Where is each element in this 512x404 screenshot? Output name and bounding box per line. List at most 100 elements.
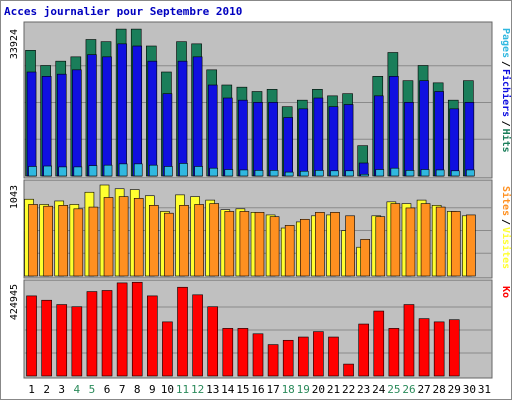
bar-ko-day-29 [448, 319, 460, 377]
bar-sites-day-18 [284, 225, 295, 277]
bar-sites-day-10 [164, 212, 174, 277]
x-tick-label-day-28: 28 [433, 383, 446, 396]
panel-middle-max-label: 1043 [9, 185, 20, 209]
bar-ko-day-11 [177, 286, 188, 377]
bar-fichiers-day-26 [404, 102, 414, 177]
x-tick-label-day-30: 30 [463, 383, 476, 396]
bar-fichiers-day-17 [268, 102, 278, 177]
bar-sites-day-21 [330, 212, 340, 277]
bar-sites-day-17 [269, 216, 280, 277]
panel-bottom-max-label: 424945 [9, 284, 20, 320]
x-tick-label-day-17: 17 [266, 383, 279, 396]
bar-ko-day-16 [252, 333, 264, 377]
bar-pages-day-9 [149, 164, 158, 177]
x-tick-label-day-12: 12 [191, 383, 204, 396]
legend-separator: / [500, 121, 511, 127]
bar-sites-day-9 [149, 205, 159, 277]
bar-fichiers-day-28 [434, 91, 444, 177]
bar-ko-day-8 [131, 281, 143, 377]
bar-sites-day-6 [103, 197, 114, 277]
bar-sites-day-15 [239, 211, 250, 277]
legend-fichiers: Fichiers [500, 69, 512, 117]
bar-sites-day-20 [315, 212, 325, 277]
bar-fichiers-day-19 [298, 108, 309, 177]
bar-sites-day-14 [224, 211, 235, 277]
bar-fichiers-day-20 [313, 97, 324, 177]
bar-pages-day-6 [103, 164, 113, 177]
bar-fichiers-day-6 [102, 56, 112, 177]
x-tick-label-day-23: 23 [357, 383, 370, 396]
bar-sites-day-24 [375, 216, 386, 277]
bar-sites-day-25 [390, 203, 401, 277]
bar-pages-day-7 [118, 163, 128, 177]
bar-pages-day-23 [360, 173, 369, 177]
bar-pages-day-11 [179, 163, 188, 177]
bar-ko-day-15 [237, 328, 249, 377]
bar-sites-day-8 [133, 198, 144, 277]
bar-fichiers-day-9 [147, 60, 158, 177]
bar-ko-day-10 [162, 321, 173, 377]
bar-ko-day-18 [282, 339, 294, 377]
x-tick-label-day-11: 11 [176, 383, 189, 396]
bar-fichiers-day-18 [283, 117, 293, 177]
x-tick-label-day-16: 16 [251, 383, 264, 396]
bar-fichiers-day-25 [389, 76, 399, 177]
bar-sites-day-16 [254, 212, 265, 277]
bar-ko-day-20 [313, 331, 324, 377]
x-tick-label-day-9: 9 [149, 383, 156, 396]
bar-pages-day-22 [345, 170, 354, 177]
bar-pages-day-24 [375, 169, 385, 177]
bar-pages-day-13 [209, 167, 219, 177]
panel-top-max-label: 33924 [9, 29, 20, 59]
x-tick-label-day-20: 20 [312, 383, 325, 396]
bar-pages-day-14 [224, 169, 234, 177]
bar-ko-day-27 [418, 318, 430, 377]
bar-ko-day-9 [147, 295, 158, 377]
panel-middle: 1043 Sites / Visites [9, 179, 512, 279]
bar-fichiers-day-24 [373, 95, 384, 177]
bar-fichiers-day-7 [117, 43, 127, 177]
x-tick-label-day-22: 22 [342, 383, 355, 396]
bar-sites-day-26 [405, 207, 416, 277]
bar-pages-day-29 [450, 170, 460, 177]
bar-pages-day-17 [269, 170, 279, 177]
bar-sites-day-12 [194, 204, 204, 277]
bar-pages-day-12 [194, 166, 203, 177]
bar-sites-day-28 [435, 206, 446, 277]
bar-fichiers-day-30 [464, 102, 475, 177]
bar-pages-day-15 [239, 169, 249, 177]
x-tick-label-day-14: 14 [221, 383, 235, 396]
bar-pages-day-20 [315, 170, 324, 177]
x-tick-label-day-15: 15 [236, 383, 249, 396]
bar-sites-day-5 [88, 206, 99, 277]
x-tick-label-day-24: 24 [372, 383, 386, 396]
bar-ko-day-3 [56, 304, 68, 377]
bar-pages-day-18 [284, 171, 294, 177]
bar-sites-day-2 [43, 205, 53, 277]
legend-separator: / [500, 219, 511, 225]
bar-sites-day-29 [450, 211, 461, 277]
bar-fichiers-day-3 [56, 73, 67, 177]
bar-fichiers-day-15 [238, 99, 248, 177]
bar-pages-day-10 [164, 166, 173, 177]
bar-pages-day-4 [73, 166, 83, 177]
chart-title: Acces journalier pour Septembre 2010 [4, 5, 242, 18]
bar-sites-day-7 [118, 196, 129, 277]
bar-pages-day-30 [466, 169, 475, 177]
bar-ko-day-2 [41, 299, 52, 377]
x-tick-label-day-27: 27 [417, 383, 430, 396]
bar-ko-day-12 [192, 294, 203, 377]
x-tick-label-day-2: 2 [43, 383, 50, 396]
x-tick-label-day-31: 31 [478, 383, 491, 396]
bar-pages-day-2 [43, 165, 52, 177]
x-tick-label-day-3: 3 [58, 383, 65, 396]
legend-pages: Pages [500, 28, 511, 58]
bar-sites-day-1 [28, 204, 38, 277]
bar-pages-day-21 [330, 170, 339, 177]
bar-fichiers-day-29 [449, 108, 460, 177]
legend-ko: Ko [500, 286, 511, 298]
x-tick-label-day-21: 21 [327, 383, 340, 396]
bar-fichiers-day-8 [132, 45, 143, 177]
